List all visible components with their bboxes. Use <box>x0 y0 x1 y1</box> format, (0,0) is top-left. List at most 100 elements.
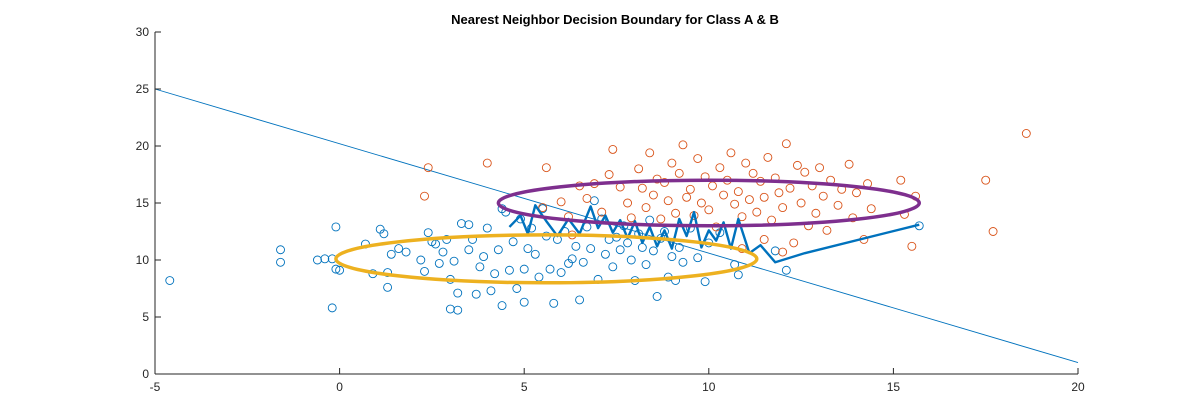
class-b-point <box>988 227 998 236</box>
class-b-point <box>667 158 677 168</box>
class-b-point <box>674 168 684 178</box>
class-b-point <box>844 159 854 169</box>
class-b-point <box>800 167 810 177</box>
class-b-point <box>556 197 566 207</box>
class-a-point <box>504 265 514 275</box>
class-a-point <box>571 241 581 251</box>
class-b-point <box>1021 129 1031 138</box>
class-a-point <box>534 272 544 282</box>
class-a-point <box>733 270 743 280</box>
class-b-point <box>423 163 433 173</box>
class-a-point <box>383 282 393 292</box>
class-b-point <box>781 139 791 149</box>
x-tick-label: 15 <box>887 380 901 394</box>
class-b-point <box>623 198 633 208</box>
class-a-point <box>770 246 780 256</box>
class-b-point <box>708 181 717 191</box>
class-b-point <box>815 163 825 173</box>
class-b-point <box>778 247 788 257</box>
x-tick-label: 20 <box>1071 380 1085 394</box>
class-b-point <box>685 184 695 194</box>
class-a-point <box>549 298 559 308</box>
class-b-point <box>582 193 592 203</box>
class-a-point <box>575 295 585 305</box>
class-b-point <box>796 198 806 208</box>
class-b-point <box>896 175 906 185</box>
class-a-point <box>652 292 662 301</box>
class-b-point <box>759 235 769 244</box>
class-b-point <box>759 192 769 202</box>
class-a-point <box>479 252 489 262</box>
class-a-point <box>608 262 618 272</box>
y-tick-label: 0 <box>142 367 149 381</box>
x-tick-label: 5 <box>521 380 528 394</box>
class-b-point <box>682 192 692 202</box>
class-a-point <box>420 266 429 276</box>
class-a-point <box>556 268 566 277</box>
class-b-point <box>597 207 607 217</box>
class-a-point <box>512 284 522 293</box>
class-b-point <box>648 190 658 200</box>
class-b-point <box>696 198 706 208</box>
class-b-point <box>637 183 647 193</box>
class-b-point <box>663 196 673 206</box>
class-b-point <box>778 203 788 213</box>
class-a-points <box>165 196 924 315</box>
class-a-point <box>416 255 426 265</box>
y-tick-label: 10 <box>136 253 150 267</box>
plot-area <box>154 88 1079 364</box>
class-a-point <box>493 245 503 255</box>
class-b-point <box>482 158 492 168</box>
class-a-point <box>464 245 474 255</box>
class-b-point <box>719 190 729 200</box>
class-a-point <box>379 229 389 239</box>
y-tick-label: 20 <box>136 139 150 153</box>
class-a-point <box>637 243 647 252</box>
class-b-point <box>767 215 777 225</box>
class-a-point <box>600 249 610 259</box>
class-b-point <box>538 203 548 213</box>
class-b-point <box>907 241 917 251</box>
x-tick-label: 0 <box>336 380 343 394</box>
class-b-point <box>763 152 773 162</box>
class-b-point <box>641 203 651 213</box>
y-tick-label: 30 <box>136 25 150 39</box>
class-b-point <box>645 148 655 158</box>
class-a-point <box>453 288 463 298</box>
y-tick-label: 5 <box>142 310 149 324</box>
class-a-point <box>445 304 455 314</box>
class-b-point <box>420 191 429 201</box>
class-a-point <box>475 262 485 272</box>
class-a-point <box>335 265 345 275</box>
class-a-point <box>519 297 529 307</box>
class-a-point <box>453 305 463 315</box>
class-b-point <box>726 148 736 158</box>
class-a-point <box>482 223 492 233</box>
class-b-point <box>741 158 751 168</box>
class-a-point <box>678 257 688 267</box>
class-a-point <box>276 257 285 267</box>
class-a-point <box>386 249 396 259</box>
class-a-point <box>693 253 703 263</box>
class-a-point <box>486 286 496 296</box>
class-b-point <box>981 175 991 185</box>
class-a-point <box>660 227 669 236</box>
class-a-point <box>401 247 411 257</box>
class-a-point <box>331 264 341 274</box>
class-a-point <box>781 265 791 275</box>
class-a-point <box>327 303 337 313</box>
class-a-point <box>589 196 599 206</box>
class-b-point <box>626 213 636 223</box>
class-b-point <box>541 163 551 173</box>
class-b-point <box>615 182 625 192</box>
class-b-point <box>785 183 795 193</box>
class-a-point <box>394 244 404 254</box>
class-a-point <box>490 269 500 279</box>
class-a-point <box>519 264 529 274</box>
class-b-point <box>822 225 832 235</box>
class-b-point <box>774 188 784 198</box>
class-b-point <box>656 214 666 224</box>
class-a-point <box>276 245 285 255</box>
class-a-point <box>423 228 433 238</box>
class-a-point <box>438 247 448 257</box>
